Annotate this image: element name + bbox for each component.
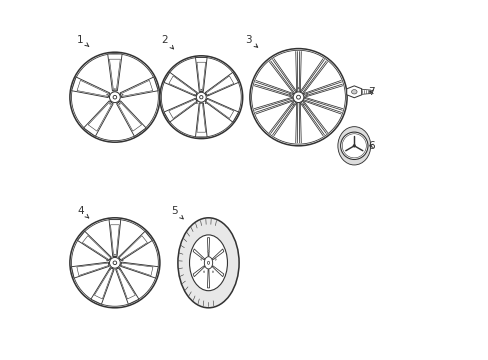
Circle shape [289, 94, 290, 95]
Circle shape [207, 94, 208, 95]
Polygon shape [120, 77, 158, 98]
Ellipse shape [189, 235, 227, 291]
Polygon shape [205, 72, 238, 96]
Ellipse shape [207, 261, 209, 264]
Polygon shape [83, 101, 113, 136]
Ellipse shape [337, 127, 370, 165]
Circle shape [340, 132, 367, 159]
Circle shape [106, 94, 107, 95]
Ellipse shape [212, 271, 213, 273]
Polygon shape [116, 101, 146, 136]
Polygon shape [207, 238, 209, 256]
Polygon shape [346, 86, 361, 98]
Circle shape [109, 92, 120, 103]
Polygon shape [195, 58, 207, 91]
Polygon shape [207, 270, 209, 288]
Circle shape [292, 104, 293, 105]
Ellipse shape [203, 271, 204, 273]
Polygon shape [118, 231, 152, 261]
Polygon shape [212, 266, 224, 277]
Circle shape [249, 49, 346, 146]
Polygon shape [121, 262, 158, 278]
Circle shape [70, 52, 160, 142]
Circle shape [196, 92, 206, 102]
Circle shape [70, 218, 160, 308]
Polygon shape [361, 89, 370, 94]
Ellipse shape [207, 251, 209, 253]
Text: 7: 7 [367, 87, 374, 97]
Polygon shape [116, 267, 139, 304]
Circle shape [303, 104, 304, 105]
Circle shape [106, 260, 107, 261]
Text: 4: 4 [77, 206, 89, 218]
Polygon shape [77, 231, 111, 261]
Text: 1: 1 [77, 35, 89, 46]
Polygon shape [71, 262, 109, 278]
Text: 3: 3 [244, 35, 257, 47]
Polygon shape [163, 72, 197, 96]
Polygon shape [193, 249, 204, 260]
Circle shape [352, 144, 355, 147]
Circle shape [113, 261, 117, 265]
Circle shape [109, 269, 110, 270]
Circle shape [199, 95, 203, 99]
Ellipse shape [351, 90, 356, 94]
Polygon shape [193, 266, 204, 277]
Polygon shape [71, 77, 109, 98]
Ellipse shape [201, 258, 202, 260]
Text: 5: 5 [171, 206, 183, 219]
Circle shape [160, 56, 242, 139]
Circle shape [205, 103, 206, 104]
Text: 6: 6 [367, 141, 374, 151]
Polygon shape [212, 249, 224, 260]
Polygon shape [107, 54, 122, 91]
Ellipse shape [204, 257, 212, 269]
Circle shape [193, 94, 194, 95]
Circle shape [201, 89, 202, 90]
Circle shape [109, 257, 120, 268]
Circle shape [292, 92, 303, 103]
Text: 2: 2 [161, 35, 173, 49]
Circle shape [119, 103, 120, 104]
Circle shape [122, 260, 123, 261]
Circle shape [109, 103, 110, 104]
Circle shape [296, 95, 300, 99]
Circle shape [122, 94, 123, 95]
Circle shape [196, 103, 197, 104]
Circle shape [113, 95, 117, 99]
Polygon shape [109, 220, 121, 256]
Polygon shape [205, 98, 238, 122]
Circle shape [114, 254, 115, 255]
Circle shape [114, 89, 115, 90]
Polygon shape [163, 98, 197, 122]
Ellipse shape [215, 258, 216, 260]
Polygon shape [91, 267, 114, 304]
Circle shape [297, 87, 299, 89]
Ellipse shape [178, 218, 239, 308]
Polygon shape [195, 103, 207, 137]
Circle shape [119, 269, 120, 270]
Circle shape [306, 94, 307, 95]
